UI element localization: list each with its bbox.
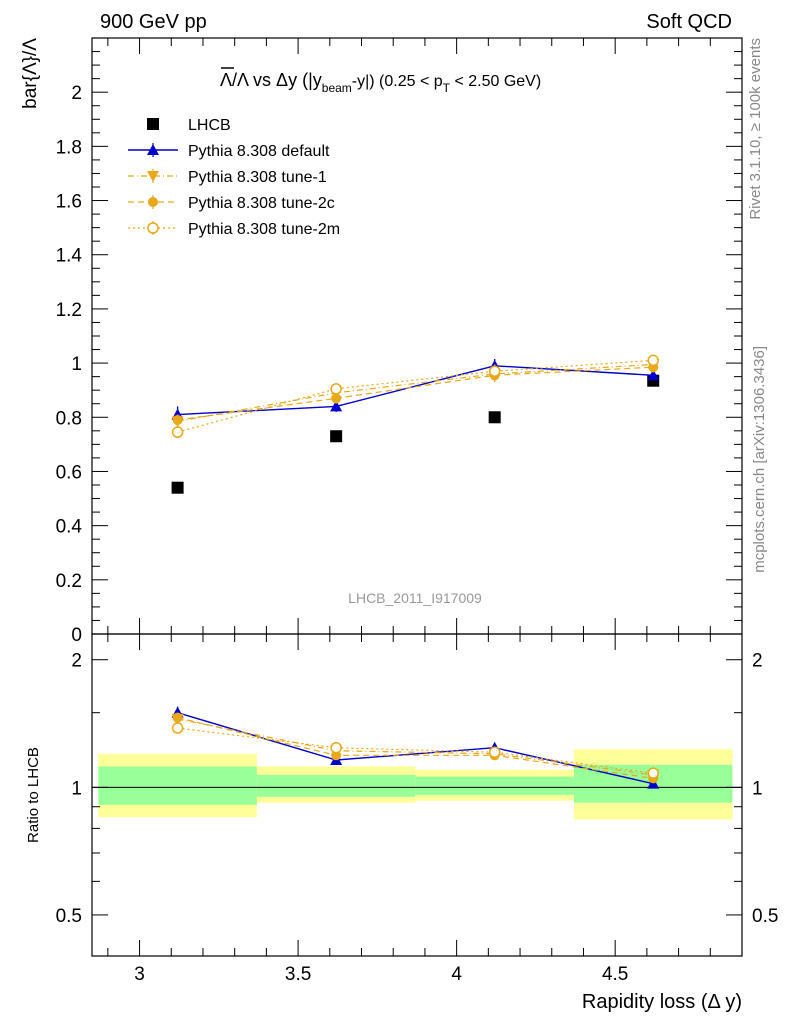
y-tick-label-right: 0.5 [752,906,778,927]
legend-entry: Pythia 8.308 tune-2m [128,221,340,238]
legend-entry: Pythia 8.308 tune-2c [128,195,335,212]
y-tick-label: 0 [71,625,82,646]
mcplots-label: mcplots.cern.ch [arXiv:1306.3436] [751,346,768,573]
series-lhcb [171,374,660,494]
data-point [330,400,343,412]
data-point [330,430,343,443]
y-tick-label-right: 2 [752,651,763,672]
series-line [177,366,654,421]
legend-label: Pythia 8.308 tune-2m [188,221,340,238]
legend-entry: Pythia 8.308 default [128,143,330,160]
legend-label: Pythia 8.308 tune-2c [188,195,335,212]
ratio-bands [98,749,733,820]
legend-marker [147,222,159,234]
series-pythia-8-308-tune-2m [171,354,659,438]
y-tick-label: 1.2 [56,300,82,321]
header-right: Soft QCD [646,11,732,33]
ratio-series-pythia-8-308-tune-2m [171,722,659,779]
y-tick-label: 1.6 [56,192,82,213]
x-axis-label: Rapidity loss (Δ y) [582,991,742,1013]
watermark: LHCB_2011_I917009 [348,590,482,606]
ratio-point [488,746,501,758]
title-main: Λ/Λ vs Δy (|y [220,70,322,90]
legend-label: Pythia 8.308 default [188,143,330,160]
x-tick-label: 4 [451,964,462,985]
bottom-panel-series [171,706,660,789]
legend-marker [147,118,159,130]
plot-title: Λ/Λ vs Δy (|ybeam-y|) (0.25 < pT < 2.50 … [220,67,541,95]
data-point [171,426,184,438]
y-tick-label: 0.8 [56,408,82,429]
series-pythia-8-308-tune-1 [171,359,660,428]
y-tick-label: 0.2 [56,571,82,592]
top-panel-axes: 0 0.2 0.4 0.6 0.8 1 1.2 1.4 1.6 1.8 2 [56,38,742,646]
data-point [171,481,184,494]
title-end: < 2.50 GeV) [450,73,541,90]
uncertainty-band-inner [415,776,574,795]
ratio-series-pythia-8-308-tune-2c [172,712,659,784]
legend-entry: LHCB [147,117,231,134]
rivet-label: Rivet 3.1.10, ≥ 100k events [747,38,764,220]
uncertainty-band-inner [98,766,257,805]
data-point [488,365,501,377]
bottom-panel-axes: 0.5 0.5 1 1 2 2 3 3.5 4 4.5 [56,634,778,985]
data-point [330,383,342,395]
data-point [647,369,660,381]
legend-marker [148,197,158,207]
svg-text:Λ/Λ vs Δy (|ybeam-y|) (0.25 <: Λ/Λ vs Δy (|ybeam-y|) (0.25 < pT < 2.50 … [220,70,541,95]
header-left: 900 GeV pp [100,11,207,33]
y-tick-label: 2 [71,651,82,672]
y-tick-label: 0.5 [56,906,82,927]
bottom-panel-frame [91,633,743,957]
ratio-point [171,722,184,734]
y-tick-label: 1.8 [56,137,82,158]
y-tick-label: 2 [71,83,82,104]
data-point [647,354,659,367]
ratio-point [330,741,342,754]
y-tick-label: 1 [71,778,82,799]
ratio-line [177,718,654,776]
ratio-line [177,717,654,779]
y-tick-label: 1.4 [56,246,83,267]
data-point [488,411,501,424]
y-tick-label: 0.6 [56,462,82,483]
y-tick-label: 0.4 [56,517,83,538]
title-sub2: T [443,81,451,95]
legend: LHCB Pythia 8.308 default Pythia 8.308 tun… [128,117,340,238]
legend-marker [147,144,159,155]
x-tick-label: 3.5 [285,964,311,985]
legend-label: Pythia 8.308 tune-1 [188,169,327,186]
y-tick-label-right: 1 [752,778,763,799]
data-point [172,414,183,425]
uncertainty-band-inner [256,774,416,797]
title-sub: beam [322,81,352,95]
legend-marker [147,171,159,182]
bottom-ylabel: Ratio to LHCB [25,747,42,843]
ratio-point [647,767,659,779]
legend-entry: Pythia 8.308 tune-1 [128,169,327,186]
ratio-point [172,712,183,723]
series-line [177,365,654,416]
top-ylabel: bar{Λ}/Λ [20,38,41,109]
legend-label: LHCB [188,117,231,134]
x-tick-label: 3 [134,964,145,985]
x-tick-label: 4.5 [602,964,628,985]
title-mid: -y|) (0.25 < p [352,73,443,90]
y-tick-label: 1 [71,354,82,375]
series-line [177,363,654,422]
top-panel-series [171,354,660,494]
data-point [331,393,342,404]
